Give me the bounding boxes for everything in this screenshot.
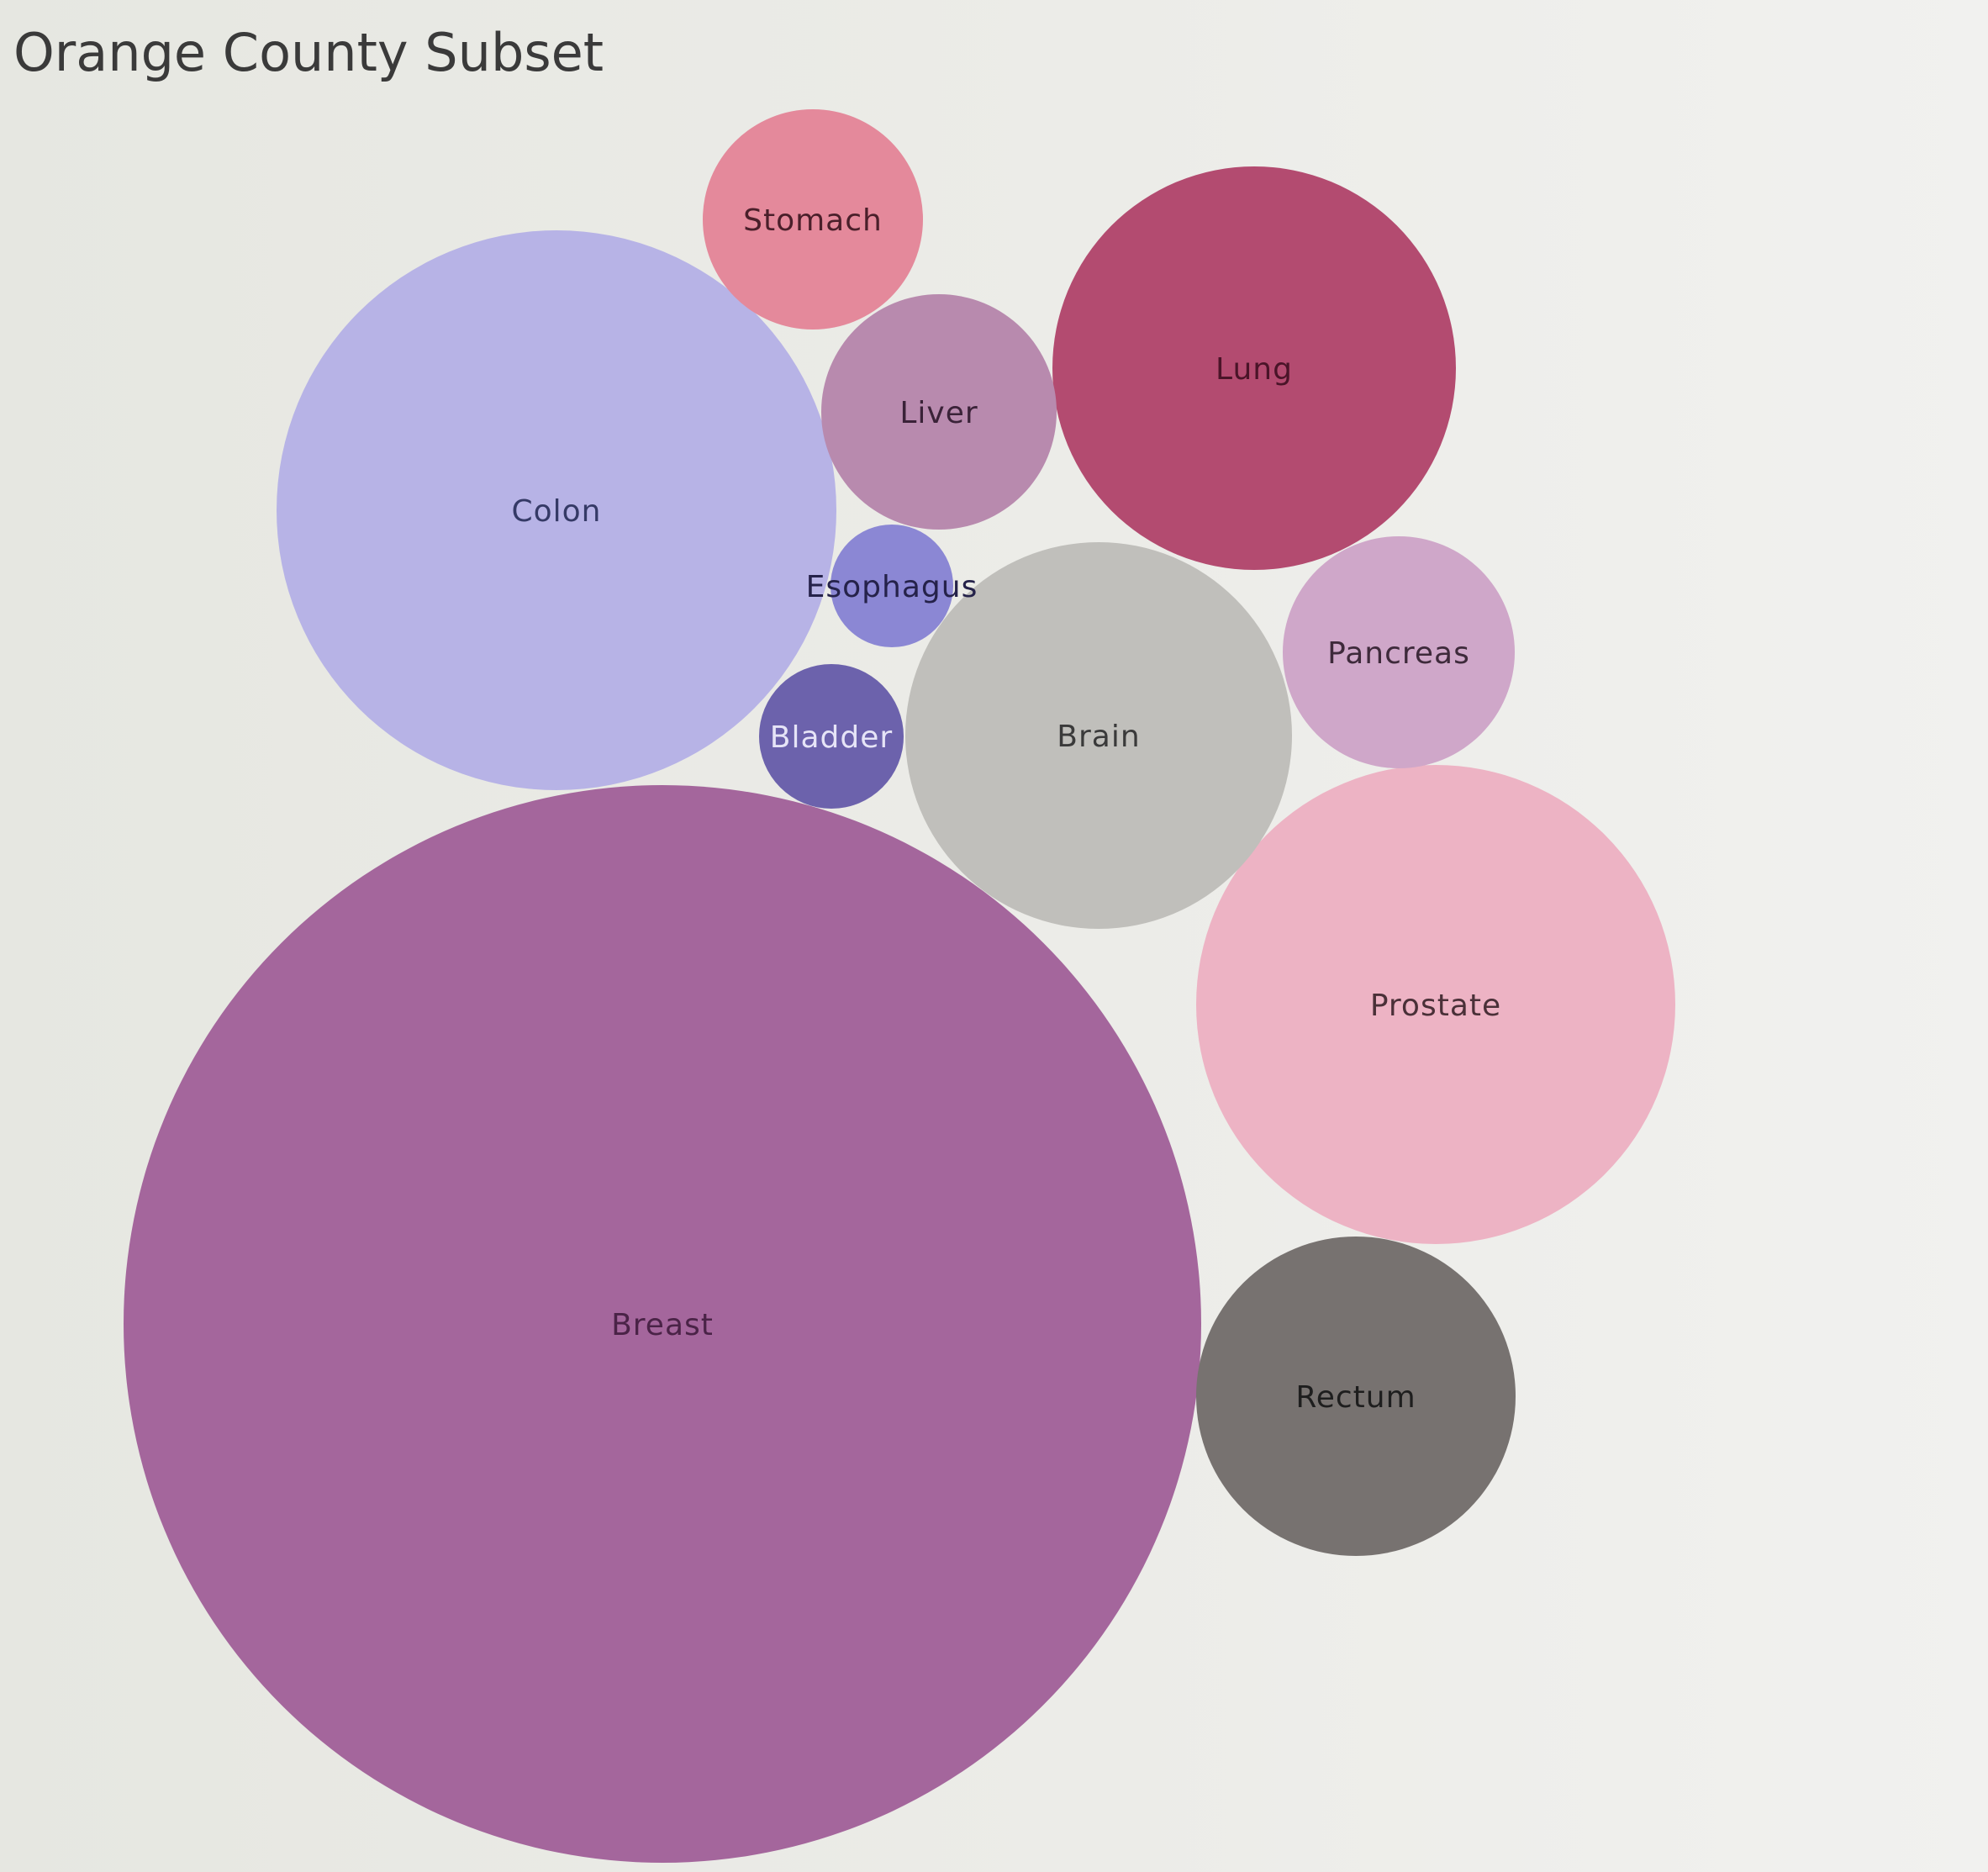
bubble-circle-pancreas[interactable] — [1283, 536, 1515, 768]
bubble-circle-liver[interactable] — [821, 294, 1057, 530]
bubble-label-rectum: Rectum — [1295, 1380, 1416, 1415]
bubble-label-breast: Breast — [611, 1308, 714, 1342]
bubble-label-esophagus: Esophagus — [806, 570, 978, 604]
bubble-circle-brain[interactable] — [905, 542, 1292, 929]
bubble-circle-colon[interactable] — [277, 230, 836, 790]
bubble-bladder[interactable]: Bladder — [759, 664, 904, 809]
bubble-prostate[interactable]: Prostate — [1196, 765, 1675, 1244]
bubble-brain[interactable]: Brain — [905, 542, 1292, 929]
bubble-circle-lung[interactable] — [1052, 166, 1456, 570]
chart-title: Orange County Subset — [13, 22, 604, 83]
bubble-circle-bladder[interactable] — [759, 664, 904, 809]
bubble-stomach[interactable]: Stomach — [703, 109, 923, 330]
bubble-liver[interactable]: Liver — [821, 294, 1057, 530]
bubble-label-liver: Liver — [899, 396, 978, 430]
bubble-rectum[interactable]: Rectum — [1196, 1237, 1516, 1556]
bubble-label-stomach: Stomach — [743, 203, 883, 238]
bubble-esophagus[interactable]: Esophagus — [806, 525, 978, 647]
bubble-breast[interactable]: Breast — [124, 785, 1201, 1863]
bubble-label-bladder: Bladder — [770, 720, 893, 755]
bubble-circle-stomach[interactable] — [703, 109, 923, 330]
bubble-colon[interactable]: Colon — [277, 230, 836, 790]
bubble-pancreas[interactable]: Pancreas — [1283, 536, 1515, 768]
bubble-label-pancreas: Pancreas — [1327, 636, 1470, 671]
bubble-label-lung: Lung — [1215, 352, 1293, 387]
bubble-label-prostate: Prostate — [1370, 989, 1501, 1023]
bubble-circle-prostate[interactable] — [1196, 765, 1675, 1244]
bubble-circle-breast[interactable] — [124, 785, 1201, 1863]
bubble-circle-rectum[interactable] — [1196, 1237, 1516, 1556]
bubble-label-colon: Colon — [511, 494, 601, 529]
bubble-label-brain: Brain — [1057, 720, 1140, 754]
bubble-circle-esophagus[interactable] — [831, 525, 953, 647]
bubble-lung[interactable]: Lung — [1052, 166, 1456, 570]
